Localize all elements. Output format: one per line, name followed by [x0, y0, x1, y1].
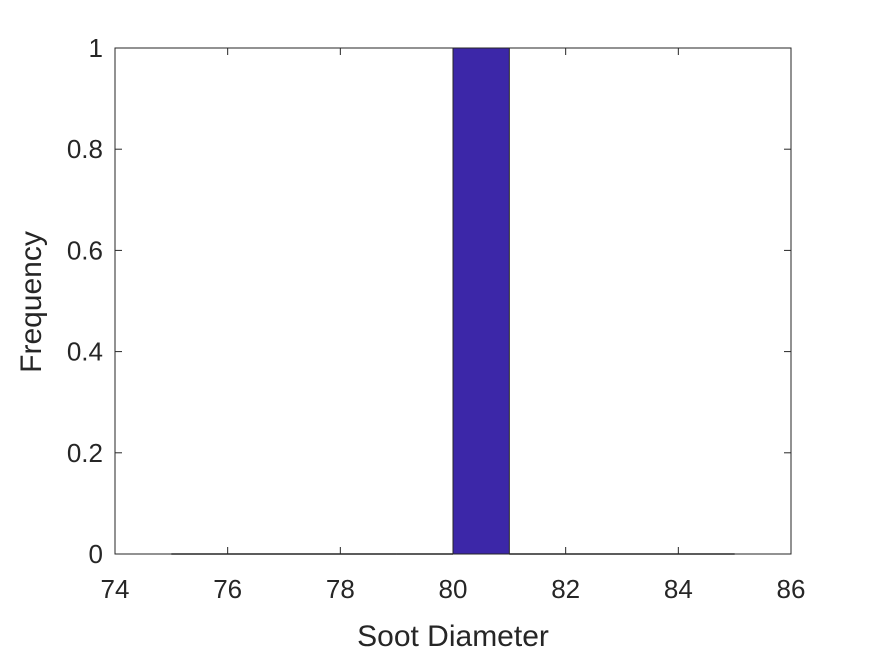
plot-frame: [114, 47, 792, 555]
y-tick-label: 0.8: [67, 134, 103, 164]
y-tick-label: 1: [89, 33, 103, 63]
x-tick-labels: 74 76 78 80 82 84 86: [101, 574, 806, 604]
x-tick-label: 84: [664, 574, 693, 604]
y-tick-label: 0.6: [67, 235, 103, 265]
x-tick-label: 76: [213, 574, 242, 604]
x-axis-label: Soot Diameter: [357, 620, 549, 653]
histogram-bar: [452, 47, 510, 555]
y-tick-label: 0.4: [67, 337, 103, 367]
y-tick-label: 0.2: [67, 438, 103, 468]
x-tick-label: 74: [101, 574, 130, 604]
x-tick-label: 80: [439, 574, 468, 604]
x-tick-label: 86: [777, 574, 806, 604]
y-tick-labels: 0 0.2 0.4 0.6 0.8 1: [67, 33, 103, 569]
y-tick-label: 0: [89, 539, 103, 569]
x-tick-label: 78: [326, 574, 355, 604]
y-axis-label: Frequency: [15, 231, 48, 373]
x-tick-label: 82: [551, 574, 580, 604]
